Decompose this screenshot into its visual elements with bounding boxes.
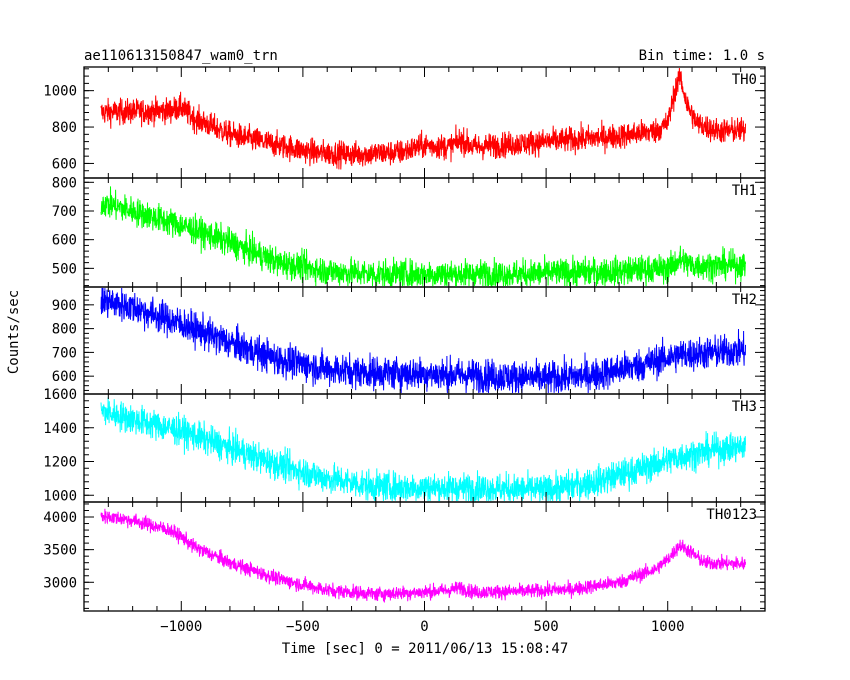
panel-th3: 1000 1200 1400 1600 TH3 (43, 387, 766, 504)
y-tick-label: 1200 (43, 455, 77, 471)
y-tick-label: 500 (52, 261, 77, 277)
series-line-th2 (100, 287, 746, 394)
y-tick-label: 800 (52, 175, 77, 191)
series-line-th3 (100, 397, 746, 503)
panel-label-th3: TH3 (732, 399, 757, 415)
y-tick-label: 800 (52, 120, 77, 136)
panels-group: 600 800 1000 TH0 500 600 700 800 TH1 600 700 800 900… (43, 66, 766, 612)
series-line-th0123 (100, 508, 746, 603)
series-line-th1 (100, 186, 746, 288)
y-tick-label: 600 (52, 233, 77, 249)
panel-label-th0: TH0 (732, 72, 757, 88)
x-tick-label: −1000 (160, 619, 202, 635)
x-axis-label: Time [sec] 0 = 2011/06/13 15:08:47 (282, 641, 569, 657)
y-tick-label: 1400 (43, 421, 77, 437)
panel-th2: 600 700 800 900 TH2 (52, 286, 766, 395)
y-tick-label: 3500 (43, 543, 77, 559)
series-line-th0 (100, 67, 746, 170)
x-tick-label: −500 (286, 619, 320, 635)
y-tick-label: 600 (52, 156, 77, 172)
panel-label-th1: TH1 (732, 183, 757, 199)
panel-th1: 500 600 700 800 TH1 (52, 175, 766, 288)
chart-title-right: Bin time: 1.0 s (639, 48, 765, 64)
y-tick-label: 4000 (43, 510, 77, 526)
y-tick-label: 700 (52, 345, 77, 361)
x-axis: −1000 −500 0 500 1000 (160, 619, 684, 635)
y-axis-label: Counts/sec (6, 290, 22, 374)
y-tick-label: 800 (52, 322, 77, 338)
y-tick-label: 900 (52, 298, 77, 314)
x-tick-label: 500 (533, 619, 558, 635)
panel-label-th2: TH2 (732, 292, 757, 308)
x-tick-label: 0 (420, 619, 428, 635)
x-tick-label: 1000 (651, 619, 685, 635)
y-tick-label: 1000 (43, 488, 77, 504)
y-tick-label: 1000 (43, 84, 77, 100)
y-tick-label: 3000 (43, 575, 77, 591)
chart-title-left: ae110613150847_wam0_trn (84, 48, 278, 64)
y-tick-label: 700 (52, 204, 77, 220)
panel-th0: 600 800 1000 TH0 (43, 66, 766, 179)
y-tick-label: 1600 (43, 387, 77, 403)
panel-th0123: 3000 3500 4000 TH0123 (43, 501, 766, 612)
y-tick-label: 600 (52, 369, 77, 385)
panel-label-th0123: TH0123 (706, 507, 757, 523)
